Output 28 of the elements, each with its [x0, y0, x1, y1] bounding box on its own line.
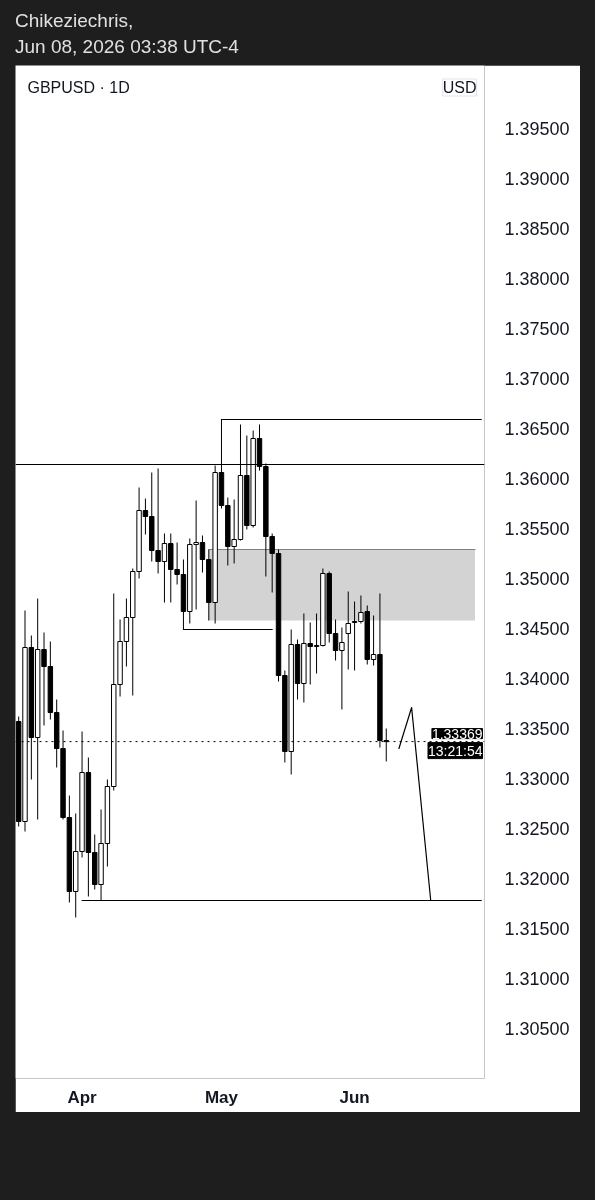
y-tick-label: 1.33000	[504, 769, 570, 789]
y-tick-label: 1.38500	[504, 219, 570, 239]
x-tick-label: May	[204, 1087, 239, 1107]
y-tick-label: 1.37000	[504, 369, 570, 389]
ref-line-label: 1.33369	[431, 725, 483, 742]
y-tick-label: 1.37500	[504, 319, 570, 339]
text: Chikeziechris,	[15, 10, 134, 31]
y-tick-label: 1.36500	[504, 419, 570, 439]
y-tick-label: 1.36000	[504, 469, 570, 489]
annotation: 13:21:54	[428, 742, 483, 759]
y-tick-label: 1.39000	[504, 169, 570, 189]
x-tick-label: Apr	[67, 1087, 98, 1107]
y-tick-label: 1.38000	[504, 269, 570, 289]
y-tick-label: 1.32500	[504, 819, 570, 839]
y-tick-label: 1.31500	[504, 919, 570, 939]
x-tick-label: Jun	[339, 1087, 370, 1107]
y-tick-label: 1.35000	[504, 569, 570, 589]
y-tick-label: 1.31000	[504, 969, 570, 989]
y-tick-label: 1.30500	[504, 1019, 570, 1039]
y-tick-label: 1.34000	[504, 669, 570, 689]
y-tick-label: 1.35500	[504, 519, 570, 539]
y-tick-label: 1.39500	[504, 119, 570, 139]
text: Jun 08, 2026 03:38 UTC-4	[15, 36, 239, 57]
y-axis-title: USD	[442, 79, 477, 96]
text: GBPUSD · 1D	[27, 79, 130, 96]
y-tick-label: 1.34500	[504, 619, 570, 639]
y-tick-label: 1.32000	[504, 869, 570, 889]
y-tick-label: 1.33500	[504, 719, 570, 739]
